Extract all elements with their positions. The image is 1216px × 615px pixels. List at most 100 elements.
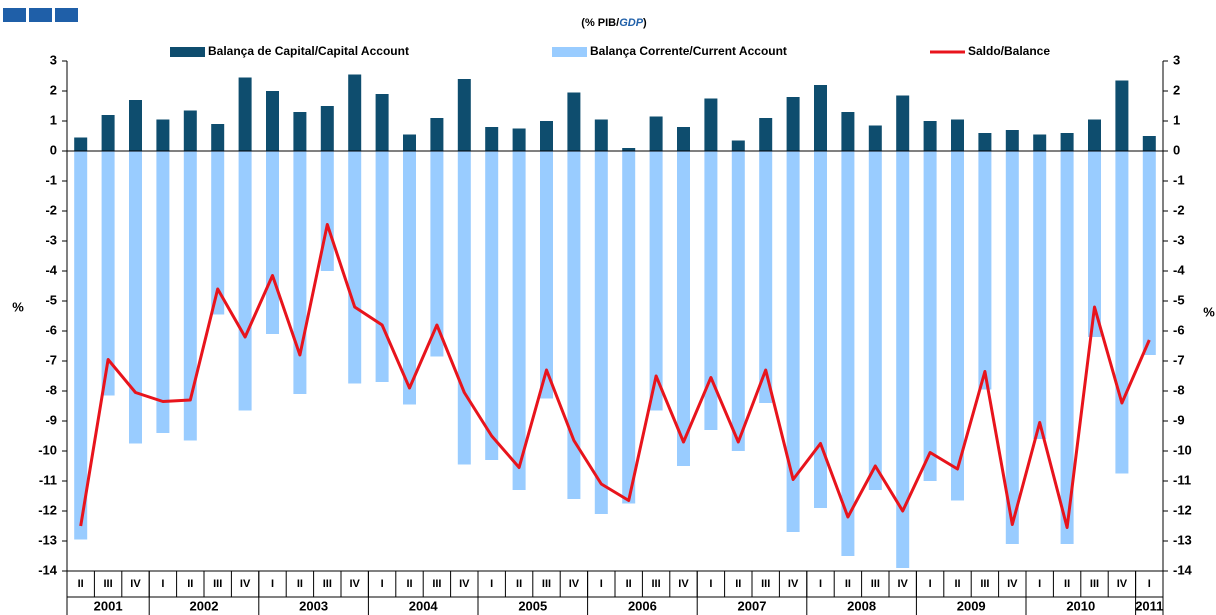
- x-tick-label: II: [1064, 578, 1070, 590]
- x-tick-label: II: [735, 578, 741, 590]
- y-tick-label: -8: [45, 382, 57, 397]
- bar: [1142, 151, 1156, 355]
- y2-tick-label: 0: [1173, 142, 1180, 157]
- y-axis-label: %: [12, 299, 24, 314]
- x-tick-label: I: [161, 578, 164, 590]
- x-tick-label: III: [871, 578, 880, 590]
- y-tick-label: -5: [45, 292, 57, 307]
- bar: [156, 119, 170, 151]
- bar: [1088, 119, 1101, 151]
- y2-tick-label: -8: [1173, 382, 1185, 397]
- y2-tick-label: -6: [1173, 322, 1185, 337]
- bar: [430, 151, 444, 357]
- x-tick-label: I: [490, 578, 493, 590]
- x-tick-label: IV: [130, 578, 141, 590]
- bar: [567, 92, 581, 151]
- y-tick-label: 3: [50, 52, 57, 67]
- x-tick-label: IV: [349, 578, 360, 590]
- bar: [293, 112, 307, 151]
- x-tick-label: IV: [788, 578, 799, 590]
- bar: [731, 151, 745, 451]
- bar: [403, 134, 416, 151]
- bar: [238, 151, 252, 411]
- bar: [403, 151, 416, 405]
- legend-label: Balança de Capital/Capital Account: [208, 44, 409, 58]
- y2-tick-label: -9: [1173, 412, 1185, 427]
- bar: [348, 74, 362, 151]
- legend-swatch: [170, 47, 205, 57]
- x-tick-label: III: [652, 578, 661, 590]
- x-tick-label: II: [516, 578, 522, 590]
- x-tick-label: I: [1148, 578, 1151, 590]
- y2-tick-label: -1: [1173, 172, 1185, 187]
- bar: [129, 151, 142, 444]
- bar: [348, 151, 362, 384]
- bar: [951, 119, 964, 151]
- y2-tick-label: -2: [1173, 202, 1185, 217]
- bar: [129, 100, 142, 151]
- bar: [759, 118, 773, 151]
- bar: [868, 125, 882, 151]
- logo-block: [3, 8, 26, 22]
- bar: [786, 151, 800, 532]
- bar: [211, 151, 225, 315]
- y2-tick-label: 3: [1173, 52, 1180, 67]
- y-tick-label: -10: [38, 442, 57, 457]
- x-tick-label: III: [323, 578, 332, 590]
- year-label: 2004: [409, 598, 439, 613]
- bar: [594, 151, 608, 514]
- year-label: 2010: [1066, 598, 1095, 613]
- x-tick-label: III: [213, 578, 222, 590]
- bar: [814, 151, 827, 508]
- y2-tick-label: -12: [1173, 502, 1192, 517]
- bar: [1115, 80, 1129, 151]
- bar: [156, 151, 170, 433]
- bar: [375, 151, 389, 382]
- x-tick-label: IV: [1007, 578, 1018, 590]
- bar: [485, 127, 499, 151]
- bar: [951, 151, 964, 501]
- line: [79, 223, 1151, 529]
- x-tick-label: I: [1038, 578, 1041, 590]
- y-tick-label: -4: [45, 262, 57, 277]
- x-tick-label: IV: [569, 578, 580, 590]
- y2-tick-label: -14: [1173, 562, 1193, 577]
- y2-tick-label: -11: [1173, 472, 1191, 487]
- y-tick-label: -3: [45, 232, 57, 247]
- bar: [238, 77, 252, 151]
- year-label: 2009: [957, 598, 986, 613]
- y-tick-label: 1: [50, 112, 57, 127]
- x-tick-label: II: [297, 578, 303, 590]
- bar: [923, 121, 937, 151]
- x-tick-label: II: [406, 578, 412, 590]
- x-tick-label: III: [1090, 578, 1099, 590]
- bar: [594, 119, 608, 151]
- bar: [759, 151, 773, 403]
- x-tick-label: I: [271, 578, 274, 590]
- bar: [677, 151, 690, 466]
- x-tick-label: III: [104, 578, 113, 590]
- x-tick-label: IV: [897, 578, 908, 590]
- legend-label: Balança Corrente/Current Account: [590, 44, 787, 58]
- bar: [183, 110, 197, 151]
- y-tick-label: -6: [45, 322, 57, 337]
- bar: [622, 151, 636, 504]
- x-tick-label: I: [819, 578, 822, 590]
- bar: [704, 98, 718, 151]
- bar: [101, 151, 115, 396]
- bar: [430, 118, 444, 151]
- year-label: 2001: [94, 598, 123, 613]
- y2-tick-label: -13: [1173, 532, 1192, 547]
- bar: [101, 115, 115, 151]
- year-label: 2005: [518, 598, 547, 613]
- bar: [457, 79, 471, 151]
- bar: [540, 121, 553, 151]
- bar: [1005, 130, 1019, 151]
- y2-tick-label: -4: [1173, 262, 1185, 277]
- y-tick-label: 2: [50, 82, 57, 97]
- y-tick-label: -11: [39, 472, 57, 487]
- bar: [896, 151, 910, 568]
- y-tick-label: -9: [45, 412, 57, 427]
- bar: [266, 91, 279, 151]
